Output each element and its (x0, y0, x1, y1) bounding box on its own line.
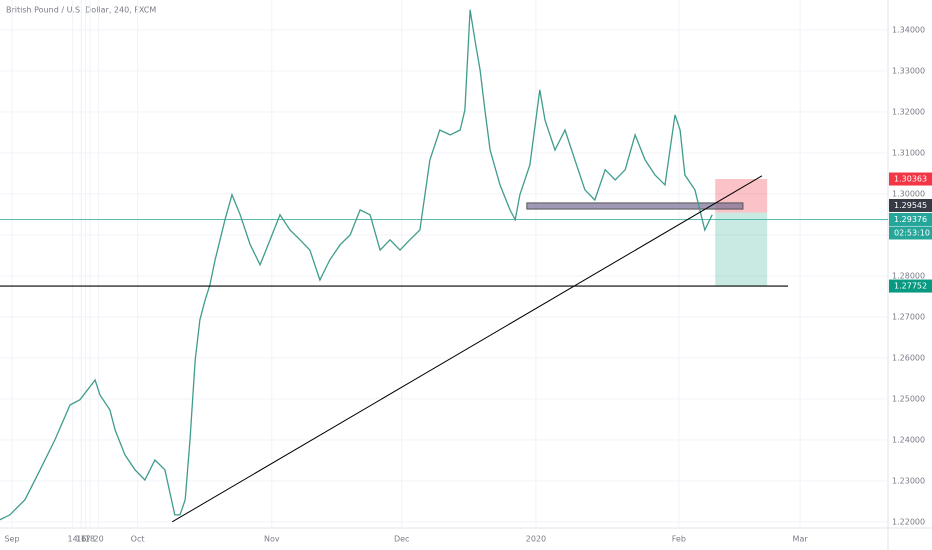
x-tick-label: 14 (68, 535, 78, 544)
x-tick-label: 18 (85, 535, 95, 544)
countdown-box (889, 226, 932, 240)
x-tick-label: 17 (81, 535, 91, 544)
x-tick-label: Mar (793, 535, 809, 544)
x-tick-label: 2020 (526, 535, 546, 544)
x-tick-label: Dec (394, 535, 409, 544)
price-label-box (889, 172, 932, 186)
price-label-box (889, 198, 932, 212)
price-label: 1.27752 (894, 282, 927, 291)
x-tick-label: 16 (76, 535, 86, 544)
y-tick-label: 1.23000 (892, 476, 925, 485)
y-tick-label: 1.32000 (892, 107, 925, 116)
countdown: 02:53:10 (894, 228, 930, 237)
y-tick-label: 1.34000 (892, 25, 925, 34)
y-tick-label: 1.31000 (892, 148, 925, 157)
price-label: 1.29376 (894, 215, 927, 224)
x-tick-label: Sep (4, 535, 19, 544)
x-tick-label: Feb (672, 535, 686, 544)
y-tick-label: 1.30000 (892, 189, 925, 198)
price-label: 1.29545 (894, 201, 927, 210)
price-label-box (889, 279, 932, 293)
x-tick-label: Nov (264, 535, 280, 544)
zone (526, 202, 744, 210)
x-tick-label: 16 (76, 535, 86, 544)
target-zone (715, 212, 768, 287)
y-tick-label: 1.22000 (892, 517, 925, 526)
x-tick-label: Oct (131, 535, 145, 544)
y-tick-label: 1.28000 (892, 271, 925, 280)
y-tick-label: 1.25000 (892, 394, 925, 403)
y-tick-label: 1.26000 (892, 353, 925, 362)
x-tick-label: 16 (76, 535, 86, 544)
price-line (0, 9, 713, 521)
trend-line (171, 175, 763, 523)
y-tick-label: 1.33000 (892, 66, 925, 75)
price-label-box (889, 212, 932, 226)
x-tick-label: 20 (94, 535, 104, 544)
price-label: 1.30363 (894, 175, 927, 184)
y-tick-label: 1.27000 (892, 312, 925, 321)
y-tick-label: 1.24000 (892, 435, 925, 444)
